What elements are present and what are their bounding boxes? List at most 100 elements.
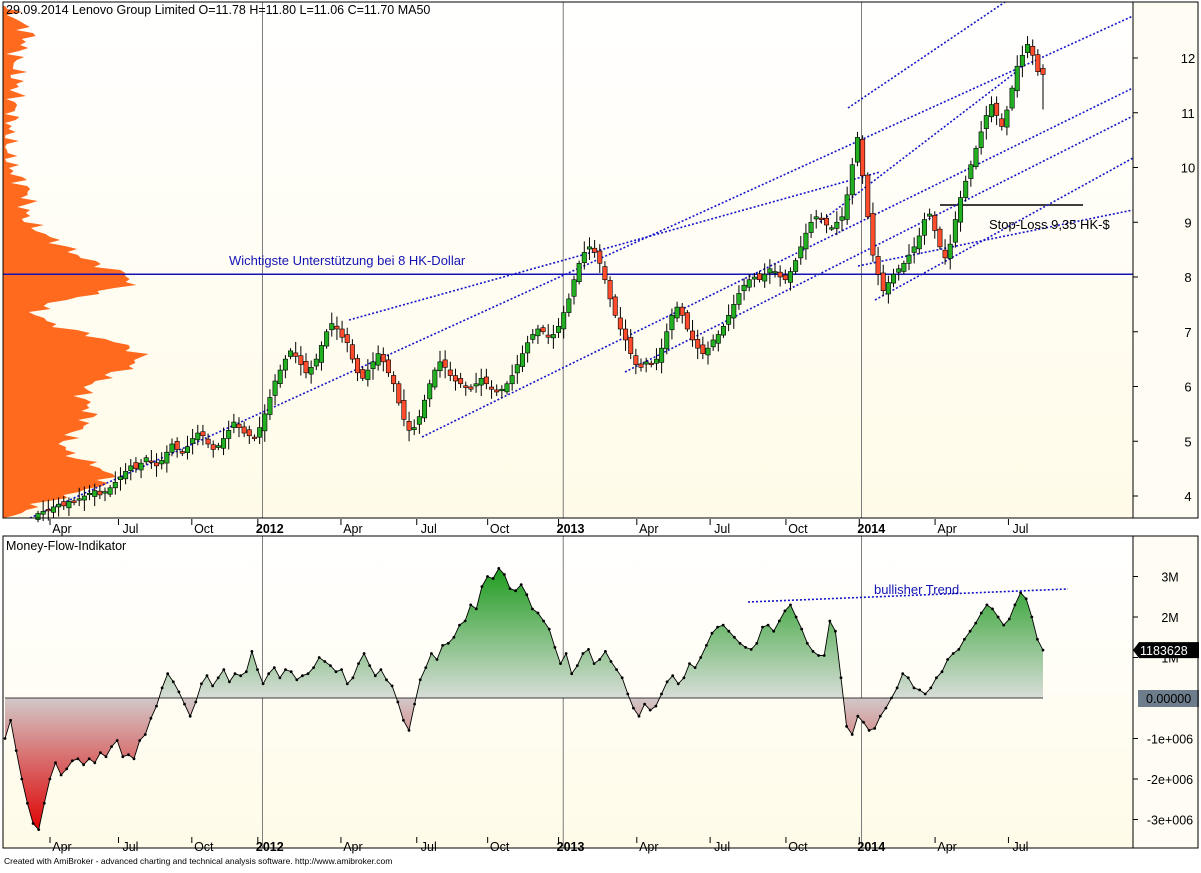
candle-body-117 [638, 363, 644, 368]
price-ytick-label-6: 10 [1181, 161, 1195, 176]
axes: Apr Apr Jul Jul Oct Oct 2012 2012 Apr Apr Jul Jul Oc… [49, 51, 1199, 854]
candle-80 [447, 361, 453, 382]
candle-body-167 [896, 268, 902, 273]
candle-19 [133, 457, 139, 473]
price-axis-bg [1133, 2, 1199, 518]
mfi-point-10 [59, 773, 63, 777]
mfi-point-43 [244, 670, 248, 674]
candle-body-75 [422, 399, 428, 419]
mfi-area-positive [5, 568, 1043, 698]
candle-body-40 [241, 426, 247, 434]
candle-163 [875, 246, 881, 286]
candle-body-63 [360, 369, 366, 379]
mfi-point-144 [811, 650, 815, 653]
x-tick-label-top-5: Jul [421, 522, 437, 536]
candle-9 [81, 486, 87, 512]
candle-body-150 [808, 221, 814, 233]
mfi-point-84 [474, 607, 478, 611]
candle-body-6 [66, 501, 72, 509]
mfi-point-175 [985, 603, 989, 607]
candle-22 [148, 450, 154, 469]
mfi-point-145 [817, 654, 820, 657]
candle-body-53 [308, 367, 314, 375]
candle-body-185 [988, 104, 994, 118]
mfi-point-76 [430, 652, 433, 655]
candle-53 [308, 360, 314, 384]
mfi-point-53 [301, 674, 304, 678]
candle-body-181 [968, 164, 974, 179]
mfi-point-164 [923, 692, 927, 696]
candle-body-101 [556, 325, 562, 333]
candle-body-28 [179, 451, 185, 454]
mfi-point-62 [351, 676, 355, 680]
candle-body-33 [205, 438, 211, 445]
x-tick-label-bottom-9: Jul [714, 840, 730, 854]
mfi-point-137 [772, 629, 776, 633]
mfi-point-159 [895, 686, 899, 690]
candle-183 [978, 120, 984, 155]
mfi-point-61 [345, 682, 349, 686]
bullish-annotation: bullisher Trend [874, 582, 959, 597]
candle-17 [123, 463, 129, 485]
price-ytick-label-1: 5 [1184, 434, 1191, 449]
candle-157 [844, 186, 850, 225]
mfi-point-25 [143, 733, 147, 736]
mfi-point-110 [620, 676, 624, 680]
candle-147 [793, 257, 799, 275]
candle-body-164 [880, 272, 886, 291]
candle-127 [690, 320, 696, 347]
mfi-point-69 [390, 684, 394, 688]
candle-69 [391, 371, 397, 392]
candle-body-162 [870, 213, 876, 256]
candle-117 [638, 358, 644, 372]
mfi-point-96 [542, 619, 545, 623]
candle-body-5 [61, 501, 67, 507]
candle-body-155 [834, 221, 840, 229]
candle-body-23 [154, 462, 160, 467]
candle-12 [97, 485, 103, 500]
candle-body-14 [107, 487, 113, 495]
mfi-point-0 [3, 737, 7, 740]
candle-body-142 [767, 268, 773, 274]
mfi-point-7 [42, 801, 46, 805]
candle-body-138 [746, 279, 752, 288]
candle-body-80 [447, 369, 453, 376]
x-tick-label-bottom-6: Oct [490, 840, 510, 854]
candle-body-60 [344, 334, 350, 343]
mfi-point-27 [155, 704, 158, 708]
last-value-badge [1133, 642, 1199, 659]
candle-113 [617, 307, 623, 336]
mfi-point-19 [110, 745, 113, 748]
candle-body-61 [349, 344, 355, 360]
mfi-point-136 [766, 623, 770, 627]
candle-86 [478, 368, 484, 397]
candle-body-122 [664, 331, 670, 350]
candle-85 [473, 372, 479, 393]
candle-body-158 [849, 164, 855, 196]
price-ytick-label-3: 7 [1184, 325, 1191, 340]
candle-body-169 [906, 254, 912, 264]
mfi-point-172 [968, 629, 972, 633]
candle-body-2 [45, 509, 51, 512]
candle-body-171 [916, 235, 922, 250]
mfi-point-108 [609, 660, 613, 663]
candle-155 [834, 211, 840, 236]
candle-body-118 [643, 361, 649, 365]
candle-181 [968, 160, 974, 187]
candle-40 [241, 421, 247, 438]
candle-body-184 [983, 115, 989, 129]
candle-186 [994, 96, 1000, 126]
mfi-point-14 [82, 763, 85, 767]
candle-body-27 [174, 441, 180, 450]
candle-body-20 [138, 462, 144, 471]
mfi-point-143 [805, 641, 809, 645]
mfi-point-156 [878, 714, 882, 718]
candle-18 [128, 459, 134, 481]
candle-187 [999, 113, 1005, 131]
mfi-point-17 [99, 751, 102, 755]
candle-body-109 [597, 250, 603, 264]
price-ytick-label-2: 6 [1184, 380, 1191, 395]
candle-body-9 [81, 495, 87, 501]
candle-body-39 [236, 423, 242, 428]
mfi-point-3 [20, 777, 24, 781]
